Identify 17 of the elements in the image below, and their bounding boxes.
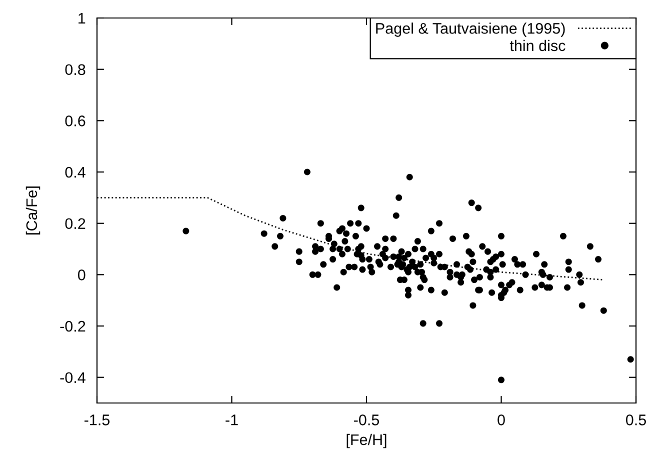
x-tick-label: 0 bbox=[498, 414, 505, 426]
y-tick-label: 0.8 bbox=[65, 64, 86, 76]
y-tick-label: 0.6 bbox=[65, 116, 86, 126]
x-tick-label: 0.5 bbox=[626, 414, 646, 426]
y-tick-label: -0.2 bbox=[60, 320, 86, 332]
y-tick-label: 0.2 bbox=[65, 218, 86, 230]
y-tick-label: 1 bbox=[78, 13, 86, 24]
y-tick-label: 0.4 bbox=[65, 166, 86, 178]
y-axis-title: [Ca/Fe] bbox=[26, 186, 40, 234]
legend-label: Pagel & Tautvaisiene (1995) bbox=[376, 22, 565, 37]
legend-label: thin disc bbox=[510, 40, 566, 52]
x-tick-label: -0.5 bbox=[354, 414, 380, 426]
x-axis-title: [Fe/H] bbox=[346, 434, 386, 448]
x-tick-label: -1 bbox=[226, 414, 238, 426]
y-tick-label: 0 bbox=[78, 270, 86, 280]
x-tick-label: -1.5 bbox=[84, 414, 110, 426]
y-tick-label: -0.4 bbox=[60, 372, 86, 384]
